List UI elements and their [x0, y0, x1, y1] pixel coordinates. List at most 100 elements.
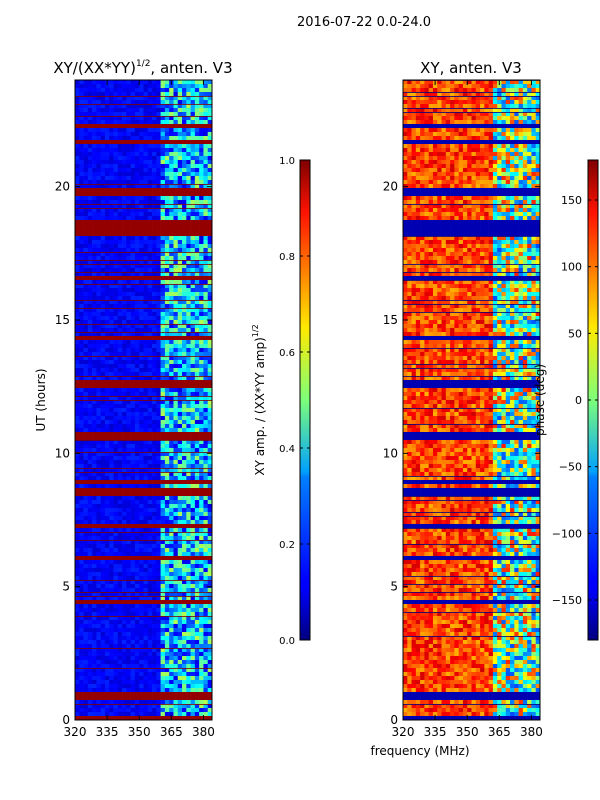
heatmap-cell: [83, 176, 89, 181]
heatmap-cell: [134, 588, 140, 593]
heatmap-cell: [134, 112, 140, 117]
heatmap-cell: [177, 144, 183, 149]
heatmap-cell: [143, 256, 149, 261]
heatmap-cell: [147, 128, 153, 133]
heatmap-cell: [100, 120, 106, 125]
heatmap-cell: [83, 300, 89, 305]
heatmap-cell: [186, 364, 191, 369]
heatmap-cell: [156, 696, 161, 701]
heatmap-cell: [177, 96, 183, 101]
heatmap-cell: [100, 676, 106, 681]
heatmap-cell: [177, 92, 183, 97]
heatmap-cell: [139, 572, 144, 577]
heatmap-cell: [190, 552, 196, 557]
heatmap-cell: [143, 136, 149, 141]
heatmap-cell: [143, 424, 149, 429]
heatmap-cell: [87, 468, 93, 473]
heatmap-cell: [177, 508, 183, 513]
heatmap-cell: [126, 352, 131, 357]
heatmap-cell: [92, 172, 97, 177]
heatmap-cell: [199, 176, 204, 181]
heatmap-cell: [75, 200, 80, 205]
heatmap-cell: [207, 108, 213, 113]
heatmap-cell: [139, 468, 144, 473]
heatmap-cell: [75, 564, 80, 569]
heatmap-cell: [96, 388, 101, 393]
heatmap-cell: [139, 472, 144, 477]
heatmap-cell: [194, 252, 200, 257]
heatmap-cell: [134, 268, 140, 273]
heatmap-cell: [87, 296, 93, 301]
heatmap-cell: [83, 412, 89, 417]
heatmap-cell: [104, 444, 110, 449]
heatmap-cell: [203, 580, 209, 585]
heatmap-cell: [186, 456, 191, 461]
heatmap-cell: [100, 664, 106, 669]
heatmap-cell: [147, 400, 153, 405]
heatmap-cell: [134, 600, 140, 605]
heatmap-cell: [152, 360, 157, 365]
heatmap-cell: [203, 644, 209, 649]
heatmap-cell: [83, 272, 89, 277]
heatmap-cell: [122, 200, 127, 205]
heatmap-cell: [169, 108, 174, 113]
heatmap-cell: [207, 572, 213, 577]
heatmap-cell: [173, 680, 179, 685]
heatmap-cell: [199, 104, 204, 109]
heatmap-cell: [160, 536, 166, 541]
heatmap-cell: [169, 472, 174, 477]
heatmap-cell: [134, 124, 140, 129]
heatmap-cell: [113, 388, 119, 393]
heatmap-cell: [96, 676, 101, 681]
heatmap-cell: [173, 580, 179, 585]
heatmap-cell: [199, 136, 204, 141]
heatmap-cell: [194, 328, 200, 333]
heatmap-cell: [92, 192, 97, 197]
heatmap-cell: [113, 116, 119, 121]
heatmap-cell: [156, 660, 161, 665]
heatmap-cell: [139, 692, 144, 697]
heatmap-cell: [117, 456, 123, 461]
heatmap-cell: [203, 312, 209, 317]
heatmap-cell: [169, 348, 174, 353]
heatmap-cell: [173, 404, 179, 409]
heatmap-cell: [100, 528, 106, 533]
heatmap-cell: [147, 552, 153, 557]
heatmap-cell: [164, 584, 170, 589]
heatmap-cell: [164, 220, 170, 225]
heatmap-cell: [147, 100, 153, 105]
heatmap-cell: [169, 160, 174, 165]
heatmap-cell: [207, 552, 213, 557]
heatmap-cell: [117, 164, 123, 169]
heatmap-cell: [152, 284, 157, 289]
heatmap-cell: [169, 312, 174, 317]
heatmap-cell: [207, 644, 213, 649]
flag-line: [75, 376, 212, 377]
heatmap-cell: [147, 564, 153, 569]
heatmap-cell: [182, 256, 187, 261]
heatmap-cell: [92, 204, 97, 209]
heatmap-cell: [75, 120, 80, 125]
heatmap-cell: [147, 348, 153, 353]
heatmap-cell: [109, 436, 114, 441]
heatmap-cell: [160, 88, 166, 93]
heatmap-cell: [96, 528, 101, 533]
heatmap-cell: [182, 156, 187, 161]
heatmap-cell: [207, 500, 213, 505]
heatmap-cell: [92, 588, 97, 593]
heatmap-cell: [130, 200, 136, 205]
heatmap-cell: [139, 492, 144, 497]
heatmap-cell: [169, 140, 174, 145]
heatmap-cell: [104, 448, 110, 453]
heatmap-cell: [134, 540, 140, 545]
heatmap-cell: [173, 496, 179, 501]
heatmap-cell: [87, 412, 93, 417]
heatmap-cell: [117, 592, 123, 597]
heatmap-cell: [207, 164, 213, 169]
heatmap-cell: [152, 348, 157, 353]
heatmap-cell: [92, 304, 97, 309]
heatmap-cell: [122, 552, 127, 557]
heatmap-cell: [87, 336, 93, 341]
heatmap-cell: [117, 96, 123, 101]
heatmap-cell: [134, 688, 140, 693]
